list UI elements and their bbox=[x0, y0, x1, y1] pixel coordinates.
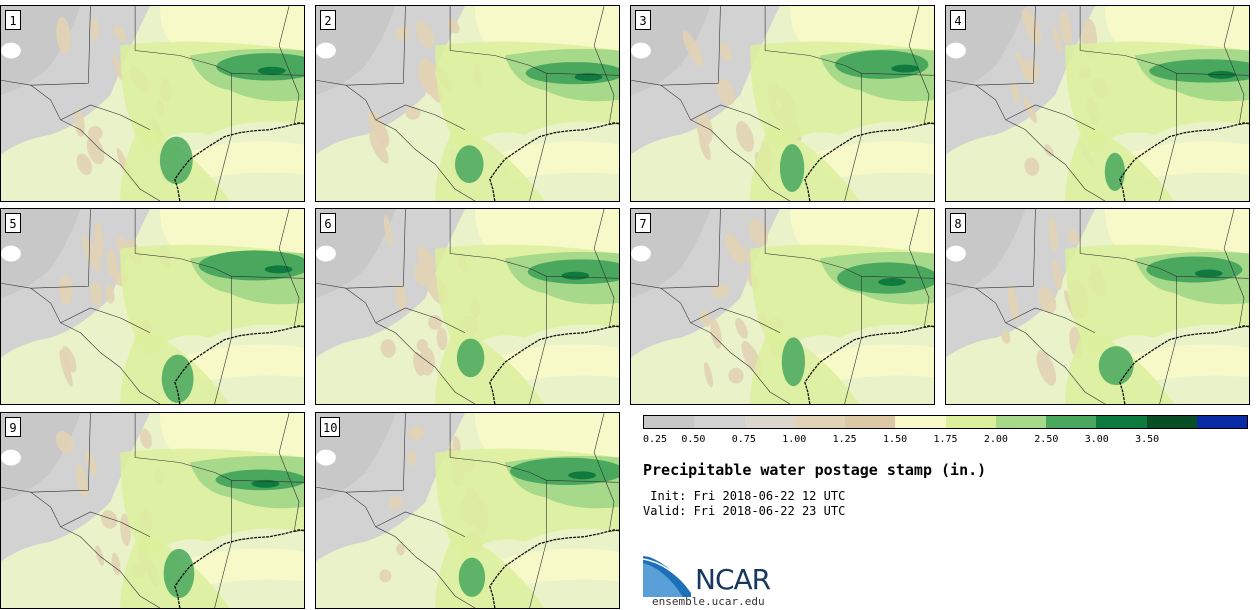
colorbar-segment bbox=[845, 416, 896, 428]
map-panel-4: 4 bbox=[945, 5, 1250, 202]
map-panel-6: 6 bbox=[315, 208, 620, 405]
colorbar-tick-label: 2.50 bbox=[1034, 434, 1059, 445]
colorbar-segment bbox=[995, 416, 1046, 428]
colorbar-tick-label: 3.00 bbox=[1084, 434, 1109, 445]
colorbar-tick-labels: 0.25 0.50 0.75 1.00 1.25 1.50 1.75 2.00 2.50 3.00… bbox=[643, 434, 1248, 448]
site-url: ensemble.ucar.edu bbox=[652, 595, 765, 608]
ncar-logo-text: NCAR bbox=[695, 563, 771, 596]
member-label: 2 bbox=[320, 10, 336, 30]
map-panel-10: 10 bbox=[315, 412, 620, 609]
colorbar-tick-label: 0.25 bbox=[643, 434, 668, 445]
figure-title: Precipitable water postage stamp (in.) bbox=[643, 461, 987, 479]
member-label: 3 bbox=[635, 10, 651, 30]
colorbar-tick-label: 2.00 bbox=[983, 434, 1008, 445]
member-label: 8 bbox=[950, 213, 966, 233]
colorbar-tick-label: 1.00 bbox=[782, 434, 807, 445]
colorbar-segment bbox=[895, 416, 946, 428]
map-panel-3: 3 bbox=[630, 5, 935, 202]
map-panel-2: 2 bbox=[315, 5, 620, 202]
colorbar-segment bbox=[744, 416, 795, 428]
colorbar-segment bbox=[1046, 416, 1097, 428]
member-label: 10 bbox=[320, 417, 341, 437]
colorbar-tick-label: 1.75 bbox=[933, 434, 958, 445]
valid-time: Valid: Fri 2018-06-22 23 UTC bbox=[643, 504, 846, 518]
map-panel-7: 7 bbox=[630, 208, 935, 405]
member-label: 4 bbox=[950, 10, 966, 30]
colorbar-tick-label: 0.50 bbox=[681, 434, 706, 445]
colorbar-tick-label: 3.50 bbox=[1135, 434, 1160, 445]
colorbar-segment bbox=[1096, 416, 1147, 428]
member-label: 5 bbox=[5, 213, 21, 233]
map-panel-1: 1 bbox=[0, 5, 305, 202]
colorbar-segment bbox=[644, 416, 695, 428]
colorbar-segment bbox=[794, 416, 845, 428]
colorbar-tick-label: 0.75 bbox=[731, 434, 756, 445]
member-label: 6 bbox=[320, 213, 336, 233]
colorbar-tick-label: 1.25 bbox=[832, 434, 857, 445]
colorbar-tick-label: 1.50 bbox=[883, 434, 908, 445]
colorbar-segment bbox=[1146, 416, 1197, 428]
colorbar-segment bbox=[945, 416, 996, 428]
member-label: 1 bbox=[5, 10, 21, 30]
map-panel-5: 5 bbox=[0, 208, 305, 405]
map-panel-8: 8 bbox=[945, 208, 1250, 405]
colorbar-segment bbox=[694, 416, 745, 428]
colorbar-segment bbox=[1196, 416, 1247, 428]
map-panel-9: 9 bbox=[0, 412, 305, 609]
member-label: 9 bbox=[5, 417, 21, 437]
ncar-logo bbox=[643, 554, 696, 597]
colorbar bbox=[643, 415, 1248, 429]
init-time: Init: Fri 2018-06-22 12 UTC bbox=[643, 489, 846, 503]
member-label: 7 bbox=[635, 213, 651, 233]
